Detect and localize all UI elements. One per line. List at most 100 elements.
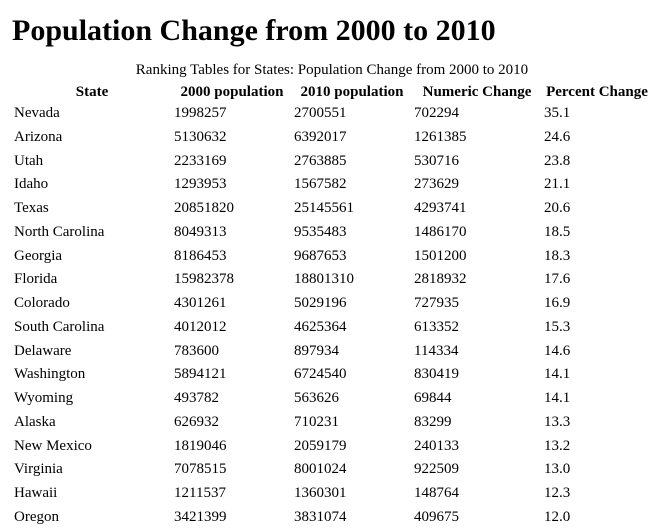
- table-cell: 20.6: [542, 197, 652, 221]
- table-row: Georgia81864539687653150120018.3: [12, 245, 652, 269]
- table-row: Florida1598237818801310281893217.6: [12, 268, 652, 292]
- table-row: Utah2233169276388553071623.8: [12, 150, 652, 174]
- table-cell: Oregon: [12, 506, 172, 530]
- table-cell: 14.6: [542, 340, 652, 364]
- table-cell: Wyoming: [12, 387, 172, 411]
- table-cell: 409675: [412, 506, 542, 530]
- table-row: Alaska6269327102318329913.3: [12, 411, 652, 435]
- table-cell: 25145561: [292, 197, 412, 221]
- table-cell: 13.3: [542, 411, 652, 435]
- table-cell: 727935: [412, 292, 542, 316]
- table-cell: 15982378: [172, 268, 292, 292]
- table-cell: 493782: [172, 387, 292, 411]
- table-row: Colorado4301261502919672793516.9: [12, 292, 652, 316]
- table-row: Washington5894121672454083041914.1: [12, 363, 652, 387]
- table-cell: Arizona: [12, 126, 172, 150]
- table-cell: 20851820: [172, 197, 292, 221]
- table-cell: 16.9: [542, 292, 652, 316]
- table-row: South Carolina4012012462536461335215.3: [12, 316, 652, 340]
- table-cell: Utah: [12, 150, 172, 174]
- table-cell: 24.6: [542, 126, 652, 150]
- table-cell: 17.6: [542, 268, 652, 292]
- table-cell: 14.1: [542, 363, 652, 387]
- table-cell: 2700551: [292, 102, 412, 126]
- table-cell: 1567582: [292, 173, 412, 197]
- table-cell: 830419: [412, 363, 542, 387]
- table-cell: 3421399: [172, 506, 292, 530]
- table-row: Arizona51306326392017126138524.6: [12, 126, 652, 150]
- table-cell: 12.0: [542, 506, 652, 530]
- table-cell: 13.0: [542, 458, 652, 482]
- table-cell: 18.3: [542, 245, 652, 269]
- table-cell: 148764: [412, 482, 542, 506]
- table-cell: 613352: [412, 316, 542, 340]
- table-cell: 783600: [172, 340, 292, 364]
- table-cell: 2233169: [172, 150, 292, 174]
- table-cell: 5029196: [292, 292, 412, 316]
- table-cell: 710231: [292, 411, 412, 435]
- table-cell: 8001024: [292, 458, 412, 482]
- table-cell: 4293741: [412, 197, 542, 221]
- table-cell: 1486170: [412, 221, 542, 245]
- table-cell: 240133: [412, 435, 542, 459]
- table-cell: 626932: [172, 411, 292, 435]
- table-cell: 12.3: [542, 482, 652, 506]
- table-cell: 2763885: [292, 150, 412, 174]
- table-cell: Delaware: [12, 340, 172, 364]
- population-table: Ranking Tables for States: Population Ch…: [12, 62, 652, 530]
- table-row: Idaho1293953156758227362921.1: [12, 173, 652, 197]
- document-page: Population Change from 2000 to 2010 Rank…: [0, 0, 661, 530]
- table-caption: Ranking Tables for States: Population Ch…: [12, 62, 652, 83]
- table-row: New Mexico1819046205917924013313.2: [12, 435, 652, 459]
- table-cell: 563626: [292, 387, 412, 411]
- table-cell: Florida: [12, 268, 172, 292]
- table-cell: Hawaii: [12, 482, 172, 506]
- table-cell: South Carolina: [12, 316, 172, 340]
- table-cell: North Carolina: [12, 221, 172, 245]
- table-cell: 6392017: [292, 126, 412, 150]
- table-cell: 4012012: [172, 316, 292, 340]
- table-cell: 35.1: [542, 102, 652, 126]
- table-cell: Alaska: [12, 411, 172, 435]
- table-cell: 114334: [412, 340, 542, 364]
- table-cell: 21.1: [542, 173, 652, 197]
- table-cell: 7078515: [172, 458, 292, 482]
- table-row: Virginia7078515800102492250913.0: [12, 458, 652, 482]
- table-cell: 18.5: [542, 221, 652, 245]
- table-row: Texas2085182025145561429374120.6: [12, 197, 652, 221]
- table-cell: 3831074: [292, 506, 412, 530]
- table-cell: Washington: [12, 363, 172, 387]
- table-cell: 18801310: [292, 268, 412, 292]
- table-cell: 1998257: [172, 102, 292, 126]
- table-cell: 1501200: [412, 245, 542, 269]
- table-header-row: State 2000 population 2010 population Nu…: [12, 83, 652, 102]
- col-header-state: State: [12, 83, 172, 102]
- table-cell: 4625364: [292, 316, 412, 340]
- table-cell: Georgia: [12, 245, 172, 269]
- table-cell: Colorado: [12, 292, 172, 316]
- table-cell: 702294: [412, 102, 542, 126]
- table-body: Nevada1998257270055170229435.1Arizona513…: [12, 102, 652, 530]
- table-cell: 1819046: [172, 435, 292, 459]
- table-cell: 23.8: [542, 150, 652, 174]
- table-cell: Texas: [12, 197, 172, 221]
- col-header-2000: 2000 population: [172, 83, 292, 102]
- table-row: Wyoming4937825636266984414.1: [12, 387, 652, 411]
- table-cell: 273629: [412, 173, 542, 197]
- table-cell: 4301261: [172, 292, 292, 316]
- table-cell: 2818932: [412, 268, 542, 292]
- table-cell: 8186453: [172, 245, 292, 269]
- table-row: Oregon3421399383107440967512.0: [12, 506, 652, 530]
- table-cell: 1293953: [172, 173, 292, 197]
- table-cell: 9687653: [292, 245, 412, 269]
- table-cell: 5894121: [172, 363, 292, 387]
- table-cell: 69844: [412, 387, 542, 411]
- table-cell: New Mexico: [12, 435, 172, 459]
- table-cell: 530716: [412, 150, 542, 174]
- table-cell: 897934: [292, 340, 412, 364]
- table-row: Nevada1998257270055170229435.1: [12, 102, 652, 126]
- table-cell: 1261385: [412, 126, 542, 150]
- table-cell: 14.1: [542, 387, 652, 411]
- table-cell: 8049313: [172, 221, 292, 245]
- table-cell: 922509: [412, 458, 542, 482]
